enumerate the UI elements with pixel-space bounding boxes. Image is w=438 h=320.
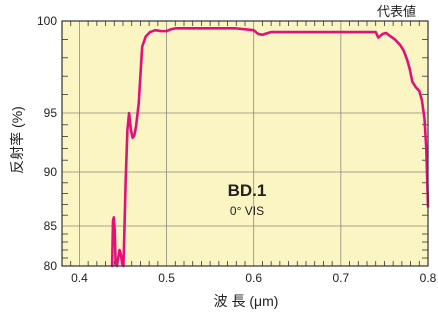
y-axis-title: 反射率 (%) (9, 106, 25, 174)
annotation-subtitle: 0° VIS (230, 204, 264, 218)
y-tick-labels: 80 85 90 95 100 (37, 14, 57, 273)
x-tick-label: 0.4 (71, 271, 88, 285)
x-tick-label: 0.7 (333, 271, 350, 285)
x-axis-title: 波 長 (μm) (214, 293, 279, 309)
y-tick-label: 80 (44, 259, 58, 273)
x-tick-label: 0.6 (245, 271, 262, 285)
x-tick-label: 0.5 (158, 271, 175, 285)
plot-frame (61, 20, 429, 267)
minor-ticks (62, 21, 428, 266)
representative-value-note: 代表値 (377, 4, 416, 19)
x-tick-label: 0.8 (420, 271, 437, 285)
plot-area (62, 21, 428, 266)
x-tick-labels: 0.4 0.5 0.6 0.7 0.8 (71, 271, 437, 285)
y-tick-label: 100 (37, 14, 57, 28)
y-tick-label: 85 (44, 219, 58, 233)
annotation-title: BD.1 (228, 181, 267, 200)
y-tick-label: 95 (44, 106, 58, 120)
reflectance-line (110, 27, 430, 268)
y-tick-label: 90 (44, 165, 58, 179)
